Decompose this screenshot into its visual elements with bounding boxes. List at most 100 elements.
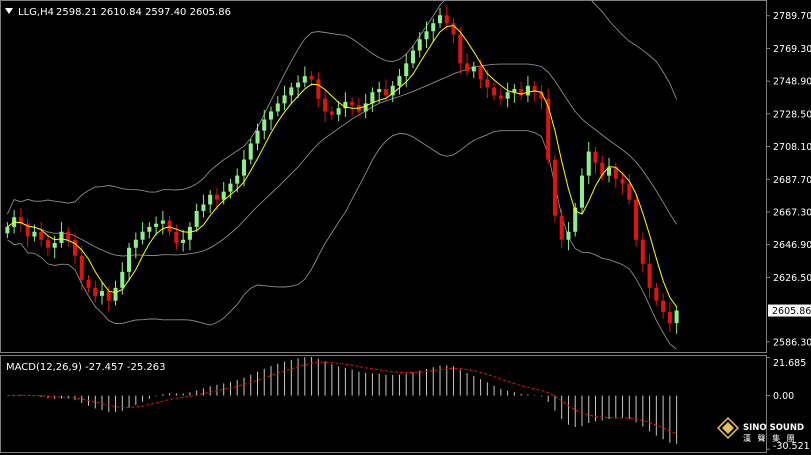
candle-body [194,210,199,227]
candle-body [296,82,301,88]
candle-body [437,15,443,24]
candle-body [99,291,105,296]
candle-body [248,143,253,160]
candle-body [160,220,165,224]
candle-body [424,31,429,40]
candle-body [647,263,652,288]
candle-body [32,231,37,237]
price-tick-label: 2728.50 [773,109,811,120]
candle-body [654,287,659,301]
macd-panel-frame [0,355,767,453]
candle-body [113,287,118,301]
candle-body [485,79,490,88]
candle-body [410,50,416,64]
candle-body [667,311,672,324]
price-plot [5,0,679,350]
price-panel-frame [0,0,767,353]
candle-body [133,239,138,248]
candle-body [377,88,382,93]
candle-body [167,220,172,232]
candle-body [606,167,612,176]
candle-body [309,76,314,80]
candle-body [539,92,544,99]
candle-body [465,63,470,72]
candle-body [634,199,639,240]
price-tick-label: 2586.30 [773,337,811,348]
candle-body [174,231,179,243]
bollinger-lower-line [7,130,677,350]
candle-body [336,108,341,115]
candle-body [268,111,274,120]
candle-body [208,194,213,205]
candle-body [214,194,219,200]
candle-body [302,76,307,83]
candle-body [140,231,145,240]
candle-body [86,279,91,288]
candle-body [25,223,30,237]
candle-body [674,310,679,324]
candle-body [323,98,328,112]
symbol-label: LLG,H4 [18,7,54,18]
candle-body [66,231,71,240]
candle-body [593,151,598,163]
candle-body [187,226,192,240]
candle-body [552,159,557,216]
candle-body [471,66,476,72]
candle-body [492,87,497,96]
macd-tick-label: 21.685 [773,358,806,369]
candle-body [79,255,84,280]
macd-plot [7,356,678,444]
candle-body [620,178,625,184]
candle-body [255,130,260,144]
candle-body [59,231,64,243]
candle-body [289,87,294,96]
candle-body [613,167,618,179]
candle-body [559,215,564,240]
candle-body [512,88,517,93]
candle-body [154,223,159,227]
candle-body [640,239,645,264]
candle-body [120,271,125,288]
collapse-triangle-icon[interactable] [5,8,13,14]
candle-body [431,23,436,32]
price-axis: 2789.70 2769.30 2748.90 2728.50 2708.10 2687.… [766,11,811,348]
macd-signal-line [7,361,677,434]
candle-body [586,151,591,176]
current-price-marker: 2605.86 [768,304,811,317]
candle-body [546,98,551,160]
candle-body [600,162,605,176]
candle-body [235,175,240,184]
brand-name: SINO SOUND [743,423,804,433]
candle-body [519,88,524,96]
candle-body [444,15,449,24]
price-tick-label: 2789.70 [773,11,811,22]
candle-body [397,76,402,86]
candle-body [39,231,44,240]
candle-body [147,226,152,232]
candle-body [661,300,666,312]
candle-body [282,95,287,104]
candle-body [18,217,23,224]
price-tick-label: 2646.90 [773,240,811,251]
candle-body [275,103,280,112]
candle-body [579,175,585,208]
candle-body [93,287,98,296]
brand-chinese: 漢 聲 集 團 [743,433,797,443]
candle-body [45,239,50,248]
candle-body [478,66,483,80]
candle-body [566,231,571,240]
price-tick-label: 2626.50 [773,273,811,284]
price-tick-label: 2748.90 [773,77,811,88]
candle-body [262,119,267,131]
candle-body [370,92,375,104]
candle-body [532,85,537,93]
candle-body [458,34,463,64]
logo-mark-icon [716,416,740,440]
candle-body [525,85,530,96]
candle-body [316,79,321,99]
candle-body [350,101,355,106]
macd-header: MACD(12,26,9) -27.457 -25.263 [6,362,166,373]
candle-body [228,183,233,192]
candle-body [383,88,388,96]
candle-body [390,85,395,96]
